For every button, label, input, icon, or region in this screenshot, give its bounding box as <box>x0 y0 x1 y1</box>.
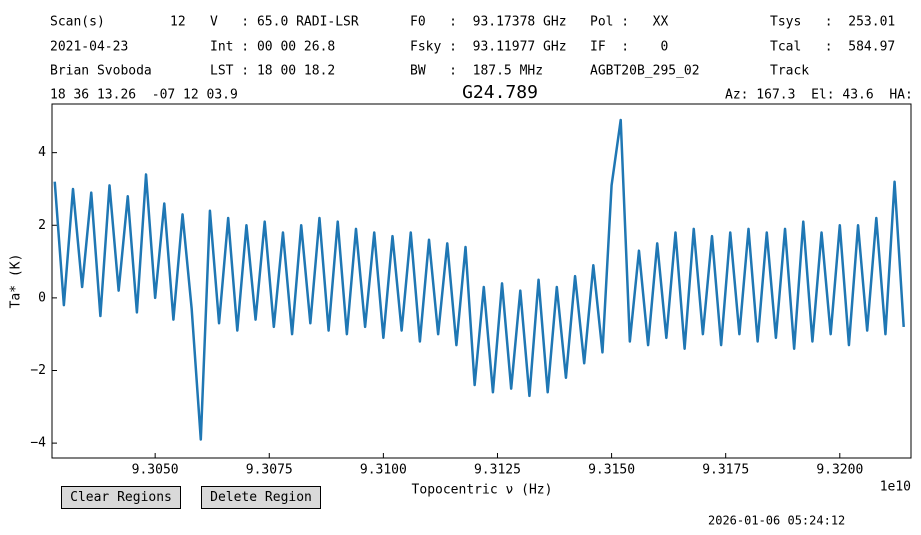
header-text: 2021-04-23 <box>50 40 128 55</box>
header-text: IF : 0 <box>590 40 668 55</box>
header-text: Track <box>770 64 809 79</box>
header-text: Scan(s) <box>50 15 105 30</box>
delete-region-button[interactable]: Delete Region <box>201 486 321 509</box>
header-text: Pol : XX <box>590 15 668 30</box>
timestamp: 2026-01-06 05:24:12 <box>708 514 845 528</box>
pointing: Az: 167.3 El: 43.6 HA: - <box>725 88 921 103</box>
x-tick-label: 9.3050 <box>132 463 179 478</box>
header-text: 12 <box>170 15 186 30</box>
x-tick-label: 9.3150 <box>588 463 635 478</box>
x-offset-label: 1e10 <box>880 480 911 495</box>
header-text: LST : 18 00 18.2 <box>210 64 335 79</box>
header-text: Tsys : 253.01 <box>770 15 895 30</box>
clear-regions-button[interactable]: Clear Regions <box>61 486 181 509</box>
plot-frame <box>51 103 912 459</box>
header-text: F0 : 93.17378 GHz <box>410 15 567 30</box>
y-tick-label: 0 <box>38 290 46 305</box>
header-text: AGBT20B_295_02 <box>590 64 700 79</box>
header-text: BW : 187.5 MHz <box>410 64 543 79</box>
chart-title: G24.789 <box>462 82 538 103</box>
y-tick-label: 2 <box>38 218 46 233</box>
header-text: Int : 00 00 26.8 <box>210 40 335 55</box>
header-text: V : 65.0 RADI-LSR <box>210 15 359 30</box>
x-axis-label: Topocentric ν (Hz) <box>412 483 553 498</box>
y-tick-label: −2 <box>30 363 46 378</box>
x-tick-label: 9.3125 <box>474 463 521 478</box>
y-tick-label: −4 <box>30 436 46 451</box>
spectrum-line <box>53 118 905 441</box>
header-text: Fsky : 93.11977 GHz <box>410 40 567 55</box>
x-tick-label: 9.3200 <box>816 463 863 478</box>
y-tick-label: 4 <box>38 145 46 160</box>
x-tick-label: 9.3075 <box>246 463 293 478</box>
header-text: Tcal : 584.97 <box>770 40 895 55</box>
y-axis-label: Ta* (K) <box>9 254 24 309</box>
x-tick-label: 9.3100 <box>360 463 407 478</box>
x-tick-label: 9.3175 <box>702 463 749 478</box>
header-text: Brian Svoboda <box>50 64 152 79</box>
coords: 18 36 13.26 -07 12 03.9 <box>50 88 238 103</box>
